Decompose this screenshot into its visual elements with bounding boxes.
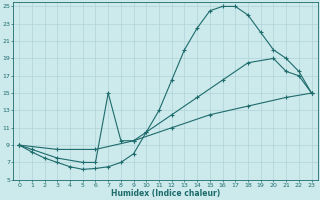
X-axis label: Humidex (Indice chaleur): Humidex (Indice chaleur) bbox=[111, 189, 220, 198]
